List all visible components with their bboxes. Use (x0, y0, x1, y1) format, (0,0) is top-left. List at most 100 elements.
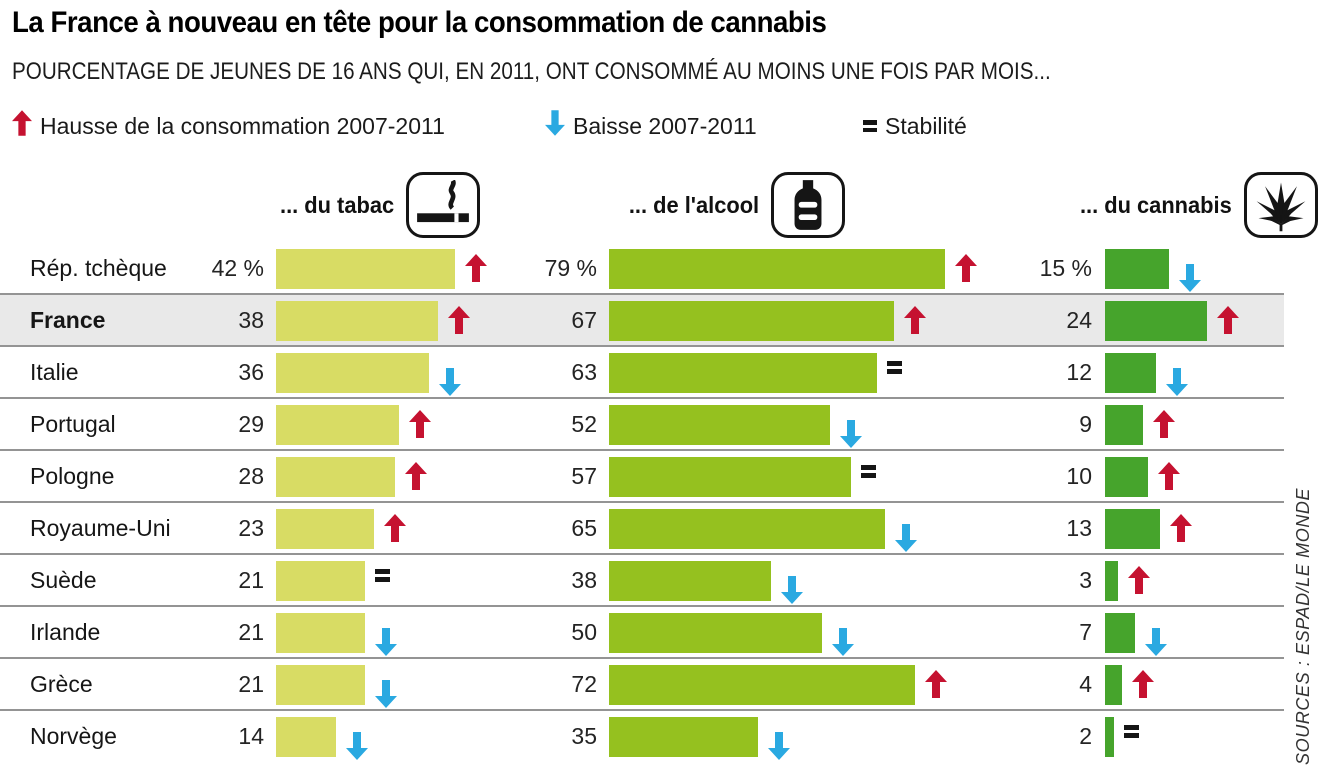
cannabis-bar (1105, 717, 1114, 757)
stable-trend-icon (375, 569, 391, 582)
table-row: Rép. tchèque 42 % 79 % 15 % (0, 243, 1284, 295)
up-trend-icon (903, 306, 926, 334)
country-label: France (30, 307, 106, 333)
legend-stable-label: Stabilité (885, 112, 967, 139)
bottle-icon (771, 172, 845, 238)
alcool-value: 50 (571, 619, 597, 645)
tabac-value: 23 (238, 515, 264, 541)
down-trend-icon (895, 524, 918, 552)
alcool-bar (609, 301, 894, 341)
cannabis-bar (1105, 561, 1118, 601)
tabac-bar (276, 457, 395, 497)
source-label: SOURCES : ESPAD/LE MONDE (1293, 487, 1313, 765)
column-label-tabac: ... du tabac (279, 191, 394, 218)
alcool-bar (609, 665, 915, 705)
legend-down-label: Baisse 2007-2011 (573, 112, 757, 139)
cannabis-value: 9 (1079, 411, 1092, 437)
cannabis-bar (1105, 353, 1156, 393)
cannabis-value: 7 (1079, 619, 1092, 645)
down-trend-icon (1166, 368, 1188, 396)
tabac-value: 21 (238, 619, 264, 645)
tabac-value: 36 (238, 359, 264, 385)
tabac-value: 21 (238, 671, 264, 697)
alcool-bar (609, 353, 877, 393)
alcool-value: 67 (571, 307, 597, 333)
alcool-bar (609, 249, 945, 289)
country-label: Pologne (30, 463, 115, 489)
cannabis-bar (1105, 509, 1161, 549)
alcool-value: 72 (571, 671, 597, 697)
tabac-value: 42 % (211, 255, 264, 281)
column-label-alcool: ... de l'alcool (628, 191, 759, 218)
alcool-value: 52 (571, 411, 597, 437)
stable-trend-icon (886, 361, 902, 374)
table-row: Norvège 14 35 2 (0, 711, 1284, 763)
country-label: Irlande (30, 619, 101, 645)
alcool-value: 65 (571, 515, 597, 541)
stable-trend-icon (1123, 725, 1139, 738)
table-row: France 38 67 24 (0, 295, 1284, 347)
country-table: Rép. tchèque 42 % 79 % 15 % France 38 67 24 Ital… (0, 243, 1284, 763)
down-trend-icon (345, 732, 368, 760)
tabac-value: 14 (238, 723, 264, 749)
table-row: Italie 36 63 12 (0, 347, 1284, 399)
country-label: Norvège (30, 723, 117, 749)
down-trend-icon (767, 732, 790, 760)
up-trend-icon (405, 462, 427, 490)
cigarette-icon (406, 172, 480, 238)
down-trend-icon (375, 680, 398, 708)
alcool-bar (609, 457, 852, 497)
cannabis-leaf-icon (1244, 172, 1318, 238)
down-trend-icon (840, 420, 862, 448)
alcool-bar (609, 561, 771, 601)
cannabis-value: 13 (1066, 515, 1092, 541)
up-trend-icon (925, 670, 947, 698)
alcool-value: 38 (571, 567, 597, 593)
up-trend-icon (409, 410, 432, 438)
legend-item-down: Baisse 2007-2011 (545, 108, 757, 144)
alcool-bar (609, 509, 886, 549)
cannabis-value: 4 (1079, 671, 1092, 697)
alcool-value: 63 (571, 359, 597, 385)
up-trend-icon (1153, 410, 1176, 438)
down-trend-icon (831, 628, 854, 656)
cannabis-bar (1105, 301, 1207, 341)
table-row: Portugal 29 52 9 (0, 399, 1284, 451)
tabac-bar (276, 509, 374, 549)
table-row: Suède 21 38 3 (0, 555, 1284, 607)
cannabis-value: 12 (1066, 359, 1092, 385)
table-row: Pologne 28 57 10 (0, 451, 1284, 503)
table-row: Grèce 21 72 4 (0, 659, 1284, 711)
up-trend-icon (1157, 462, 1180, 490)
alcool-value: 79 % (544, 255, 597, 281)
cannabis-value: 15 % (1039, 255, 1092, 281)
up-trend-icon (1217, 306, 1239, 334)
up-trend-icon (383, 514, 406, 542)
tabac-value: 21 (238, 567, 264, 593)
column-label-cannabis: ... du cannabis (1080, 191, 1232, 218)
alcool-bar (609, 613, 822, 653)
country-label: Suède (30, 567, 97, 593)
page-title: La France à nouveau en tête pour la cons… (12, 6, 827, 39)
country-label: Grèce (30, 671, 93, 697)
cannabis-bar (1105, 405, 1144, 445)
alcool-bar (609, 717, 758, 757)
cannabis-bar (1105, 613, 1135, 653)
tabac-bar (276, 717, 336, 757)
cannabis-value: 3 (1079, 567, 1092, 593)
subtitle: POURCENTAGE DE JEUNES DE 16 ANS QUI, EN … (12, 58, 1051, 85)
column-header-alcool: ... de l'alcool (515, 170, 845, 240)
tabac-value: 29 (238, 411, 264, 437)
stable-trend-icon (861, 465, 877, 478)
legend-item-stable: Stabilité (863, 108, 967, 144)
up-trend-icon (464, 254, 487, 282)
down-trend-icon (780, 576, 803, 604)
country-label: Royaume-Uni (30, 515, 171, 541)
country-label: Rép. tchèque (30, 255, 167, 281)
tabac-bar (276, 249, 455, 289)
alcool-value: 35 (571, 723, 597, 749)
legend-item-up: Hausse de la consommation 2007-2011 (12, 108, 445, 144)
country-label: Portugal (30, 411, 116, 437)
alcool-value: 57 (571, 463, 597, 489)
